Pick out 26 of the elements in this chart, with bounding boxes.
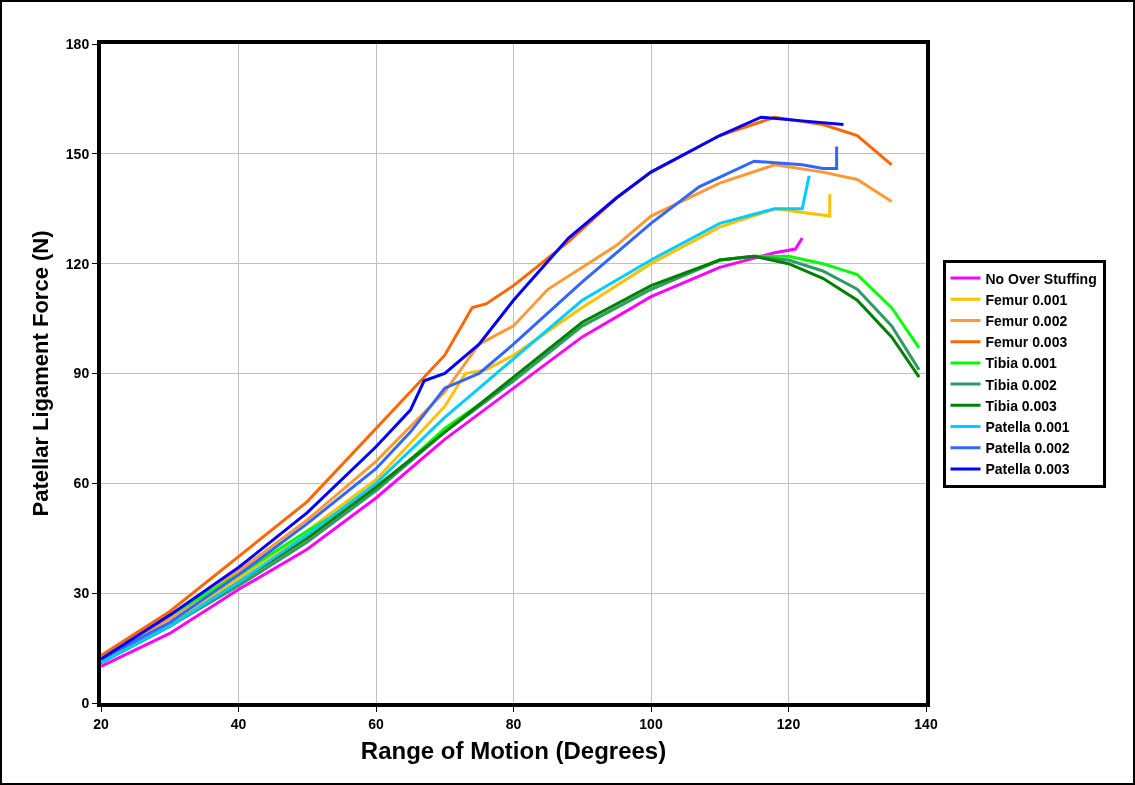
y-tick-label: 0 xyxy=(81,694,90,711)
legend-label: Tibia 0.003 xyxy=(985,397,1058,414)
x-tick-label: 120 xyxy=(776,715,801,732)
y-tick-label: 150 xyxy=(65,145,90,162)
y-tick-label: 60 xyxy=(73,475,90,492)
y-tick-label: 180 xyxy=(65,35,90,52)
x-tick-label: 140 xyxy=(914,715,938,732)
x-tick-label: 20 xyxy=(93,715,109,732)
x-tick-label: 60 xyxy=(368,715,384,732)
y-tick-label: 30 xyxy=(73,585,90,602)
legend-label: Femur 0.003 xyxy=(985,334,1068,351)
legend-label: Patella 0.002 xyxy=(985,440,1070,457)
legend-label: Patella 0.001 xyxy=(985,418,1070,435)
x-axis-title: Range of Motion (Degrees) xyxy=(360,736,667,764)
legend-label: Tibia 0.002 xyxy=(985,376,1058,393)
y-tick-label: 120 xyxy=(65,255,90,272)
x-tick-label: 40 xyxy=(230,715,247,732)
y-tick-label: 90 xyxy=(73,365,90,382)
x-tick-label: 100 xyxy=(639,715,663,732)
x-tick-label: 80 xyxy=(505,715,522,732)
legend-label: Femur 0.001 xyxy=(985,291,1068,308)
legend-label: Patella 0.003 xyxy=(985,461,1070,478)
y-axis-title: Patellar Ligament Force (N) xyxy=(28,230,54,517)
legend-label: No Over Stuffing xyxy=(985,270,1097,287)
legend-label: Tibia 0.001 xyxy=(985,355,1058,372)
legend-label: Femur 0.002 xyxy=(985,312,1068,329)
